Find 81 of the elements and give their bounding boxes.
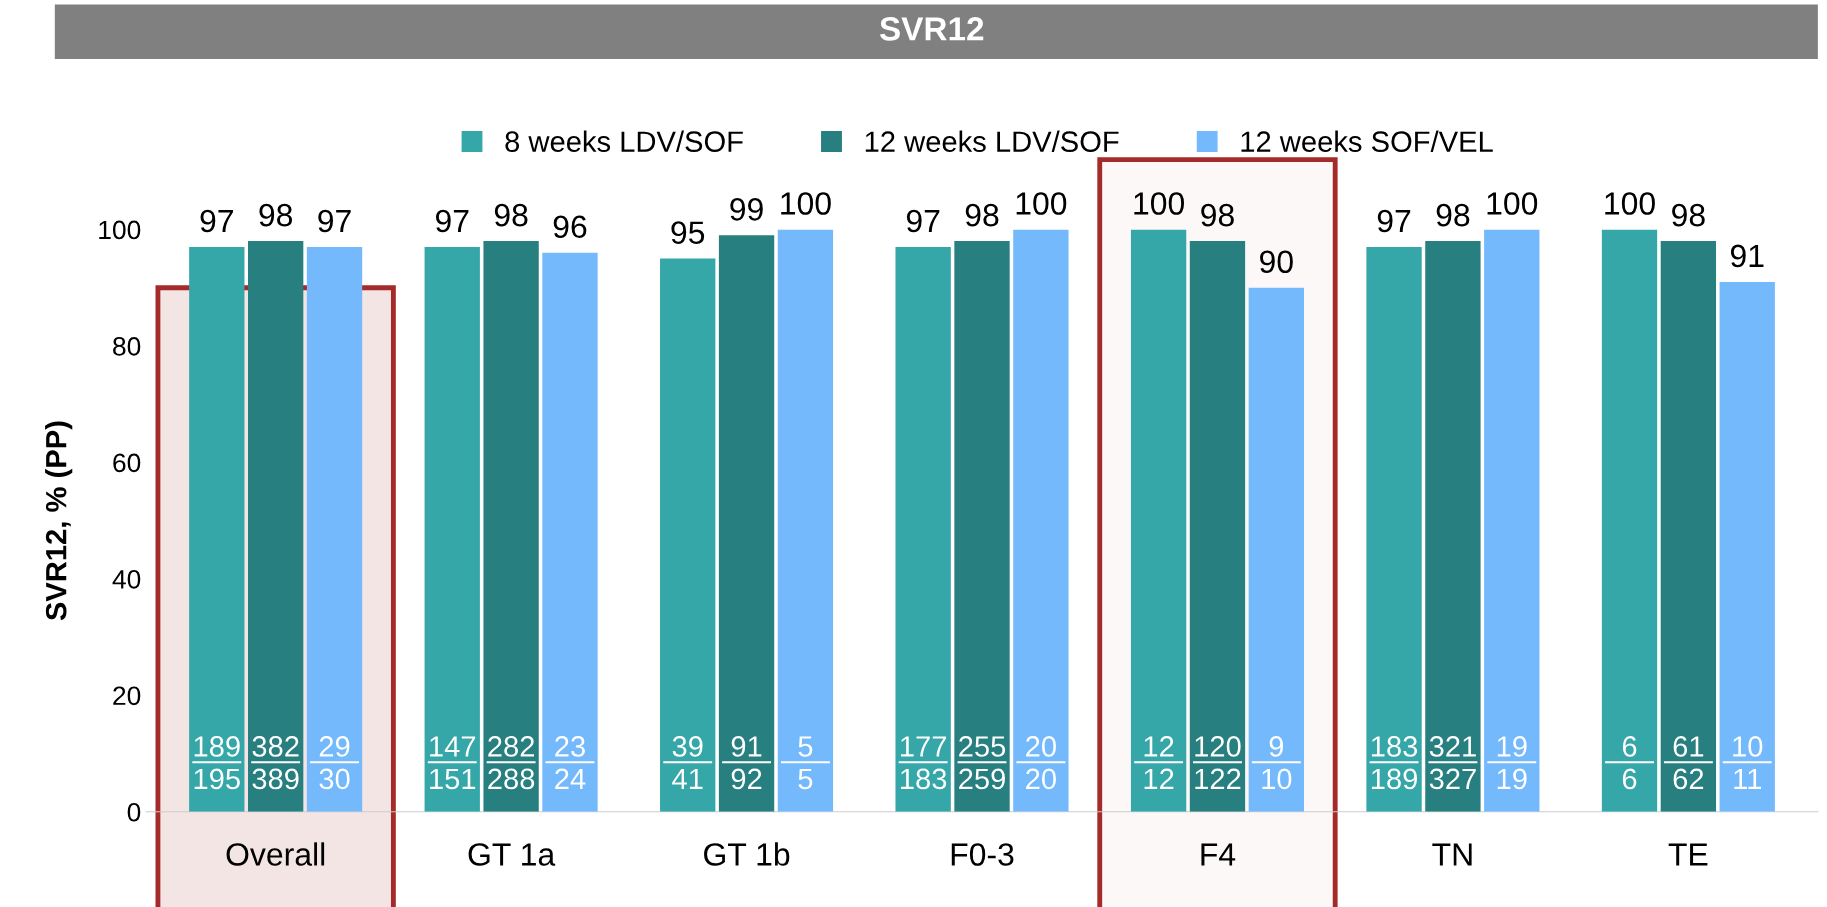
annotation: 5 5 xyxy=(798,736,813,790)
y-axis-title: SVR12, % (PP) xyxy=(45,421,73,621)
bar xyxy=(1484,229,1540,812)
data-label: 100 xyxy=(1016,192,1067,215)
data-label: 98 xyxy=(1672,203,1705,227)
bar xyxy=(660,258,716,812)
y-tick-label: 100 xyxy=(99,220,141,240)
x-tick-label: F4 xyxy=(1201,843,1236,866)
y-tick-label: 60 xyxy=(113,453,141,473)
data-label: 96 xyxy=(553,215,587,239)
annotation: 255 259 xyxy=(959,736,1006,790)
bar xyxy=(1248,287,1304,812)
annotation: 189 195 xyxy=(194,736,240,790)
annotation: 382 389 xyxy=(252,736,299,790)
annotation: 6 6 xyxy=(1622,736,1637,790)
bar xyxy=(306,246,363,812)
annotation: 23 24 xyxy=(555,736,586,789)
data-label: 97 xyxy=(1377,209,1411,233)
data-label: 91 xyxy=(1730,244,1764,268)
y-tick-label: 40 xyxy=(112,569,141,589)
bar xyxy=(777,229,834,812)
bar xyxy=(1130,229,1187,812)
x-tick-label: F0-3 xyxy=(951,843,1014,866)
data-label: 98 xyxy=(1201,203,1234,227)
data-label: 98 xyxy=(965,203,999,227)
annotation: 12 12 xyxy=(1144,736,1174,789)
annotation: 29 30 xyxy=(319,736,350,790)
bar xyxy=(1425,241,1481,812)
bar xyxy=(189,246,245,812)
y-tick-label: 0 xyxy=(127,802,141,822)
annotation: 10 11 xyxy=(1733,736,1763,789)
x-tick-label: TE xyxy=(1668,843,1708,866)
annotation: 91 92 xyxy=(731,736,762,790)
x-tick-label: GT 1b xyxy=(704,842,790,866)
data-label: 97 xyxy=(200,209,233,233)
data-label: 97 xyxy=(435,209,469,233)
annotation: 9 10 xyxy=(1262,736,1292,790)
data-label: 100 xyxy=(1134,192,1184,215)
chart-title: SVR12 xyxy=(879,17,984,41)
x-tick-label: TN xyxy=(1432,843,1472,866)
bar xyxy=(1719,281,1775,812)
y-tick-label: 80 xyxy=(113,337,141,356)
bar xyxy=(1189,241,1246,812)
bar xyxy=(542,252,598,812)
data-label: 98 xyxy=(259,203,293,227)
bar xyxy=(424,246,480,812)
data-label: 90 xyxy=(1260,250,1293,274)
data-label: 100 xyxy=(781,192,831,215)
x-tick-label: GT 1a xyxy=(468,843,556,866)
annotation: 19 19 xyxy=(1497,736,1527,790)
data-label: 97 xyxy=(906,209,940,233)
legend-label: 8 weeks LDV/SOF xyxy=(505,130,743,152)
y-tick-label: 20 xyxy=(113,686,141,706)
data-label: 97 xyxy=(318,209,351,233)
data-label: 98 xyxy=(1436,203,1470,227)
annotation: 282 288 xyxy=(488,736,535,790)
bar xyxy=(895,246,951,812)
data-label: 99 xyxy=(730,198,763,221)
annotation: 120 122 xyxy=(1195,736,1241,789)
annotation: 147 151 xyxy=(430,736,476,790)
annotation: 321 327 xyxy=(1429,736,1476,790)
data-label: 100 xyxy=(1605,192,1655,215)
annotation: 177 183 xyxy=(901,736,947,790)
legend-label: 12 weeks LDV/SOF xyxy=(865,130,1119,152)
annotation: 39 41 xyxy=(672,736,703,789)
bar xyxy=(718,235,775,812)
bar xyxy=(1366,246,1422,812)
bar xyxy=(954,241,1010,812)
data-label: 95 xyxy=(671,221,705,244)
x-tick-label: Overall xyxy=(226,842,325,866)
bar xyxy=(1013,229,1069,812)
annotation: 183 189 xyxy=(1371,736,1418,790)
bar xyxy=(483,241,539,812)
bar xyxy=(1660,241,1717,812)
data-label: 98 xyxy=(494,203,528,227)
legend-label: 12 weeks SOF/VEL xyxy=(1241,130,1493,152)
bar xyxy=(1601,229,1658,812)
bar xyxy=(247,241,304,812)
annotation: 61 62 xyxy=(1673,736,1704,790)
annotation: 20 20 xyxy=(1026,736,1056,790)
data-label: 100 xyxy=(1487,192,1538,215)
